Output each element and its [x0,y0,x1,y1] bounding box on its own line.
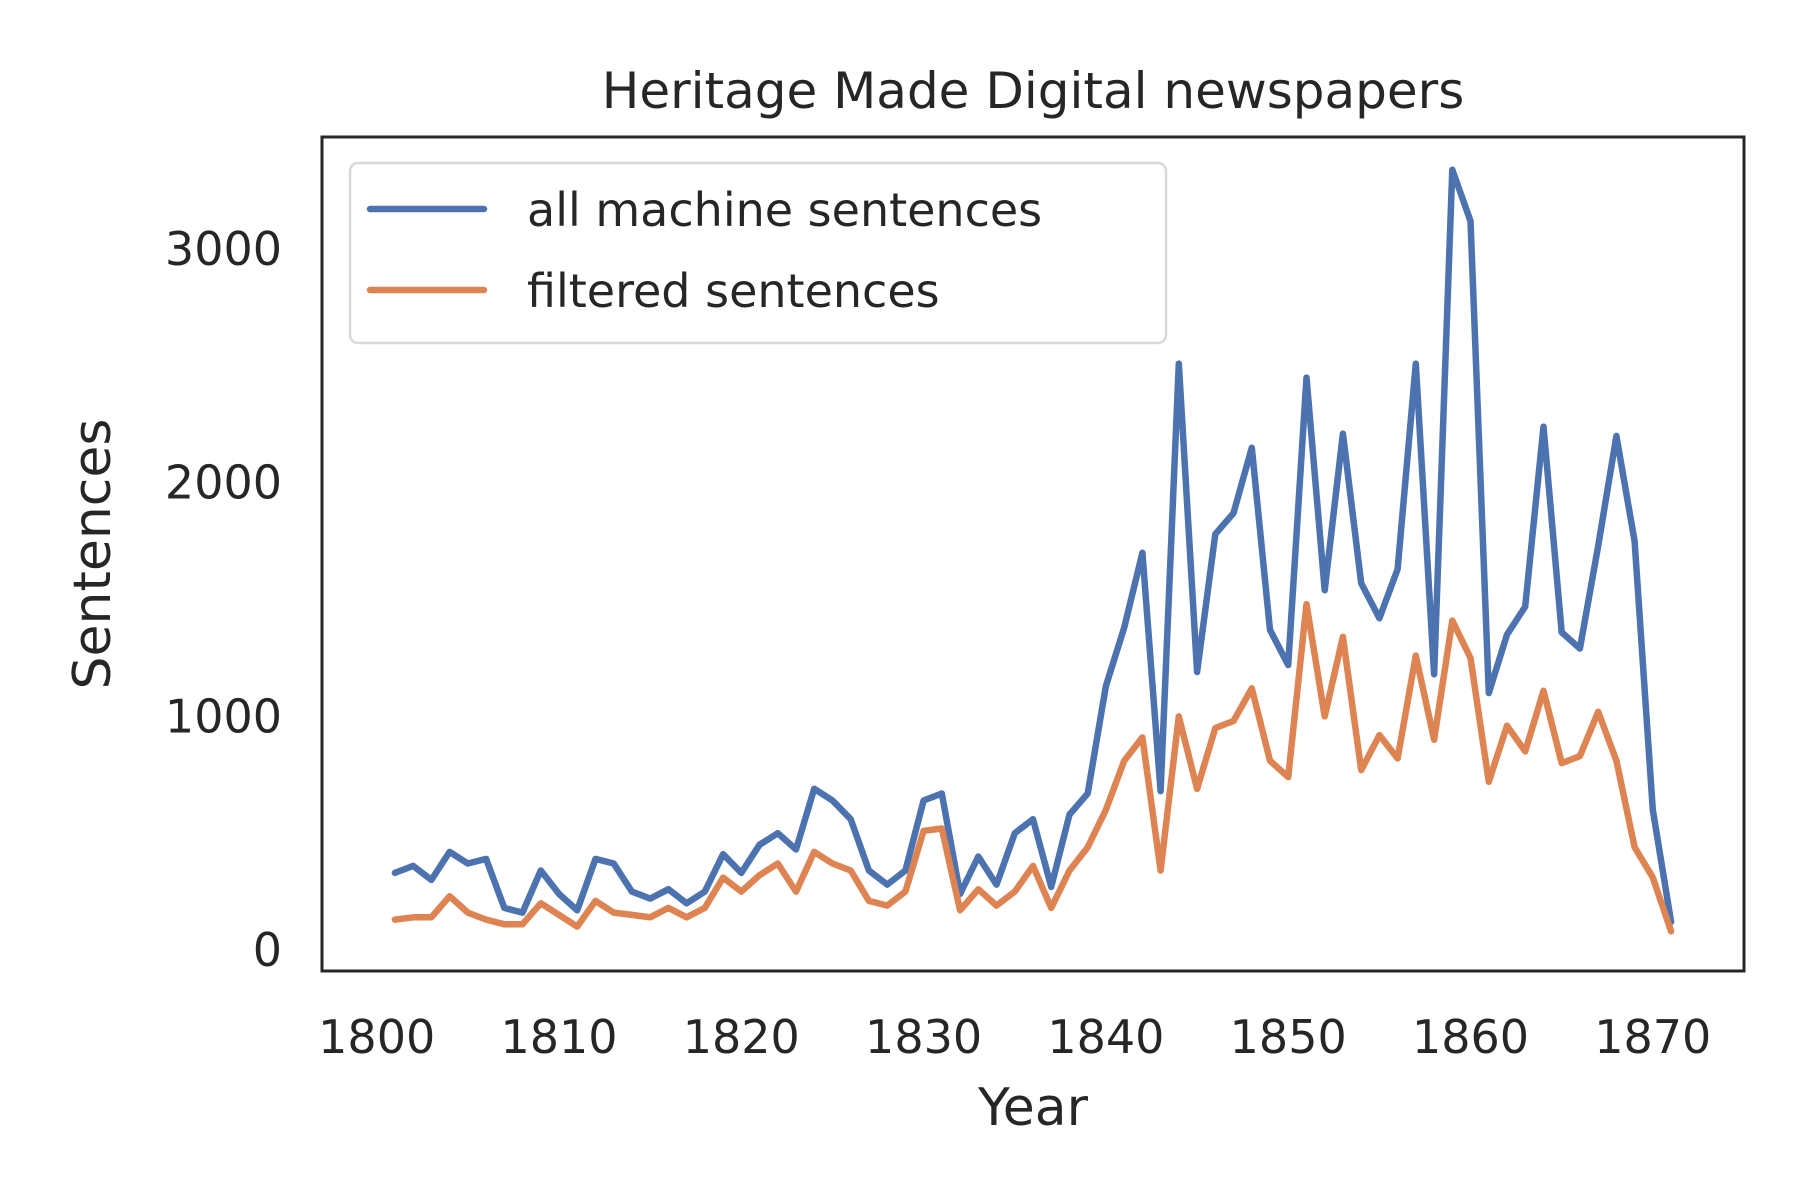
x-tick-label: 1820 [683,1010,800,1064]
x-tick-label: 1840 [1047,1010,1164,1064]
x-tick-label: 1810 [500,1010,617,1064]
y-tick-label: 2000 [165,456,282,510]
series-line-filtered-sentences [391,600,1675,935]
y-tick-label: 0 [253,923,282,977]
x-tick-label: 1870 [1594,1010,1711,1064]
y-axis: 0 1000 2000 3000 [165,222,282,977]
series-lines [391,166,1675,935]
y-axis-label: Sentences [63,419,123,690]
series-line-all-machine-sentences [391,166,1675,926]
legend-label-all-machine-sentences: all machine sentences [527,183,1042,237]
x-tick-label: 1830 [865,1010,982,1064]
y-tick-label: 1000 [165,689,282,743]
x-tick-label: 1850 [1230,1010,1347,1064]
legend-label-filtered-sentences: filtered sentences [527,264,940,318]
x-tick-label: 1800 [318,1010,435,1064]
chart-title: Heritage Made Digital newspapers [602,62,1465,120]
x-tick-label: 1860 [1412,1010,1529,1064]
x-axis: 1800 1810 1820 1830 1840 1850 1860 1870 [318,1010,1711,1064]
plot-frame [320,135,1746,973]
y-tick-label: 3000 [165,222,282,276]
x-axis-label: Year [977,1078,1089,1138]
legend: all machine sentences filtered sentences [348,161,1168,345]
legend-box [348,161,1168,345]
